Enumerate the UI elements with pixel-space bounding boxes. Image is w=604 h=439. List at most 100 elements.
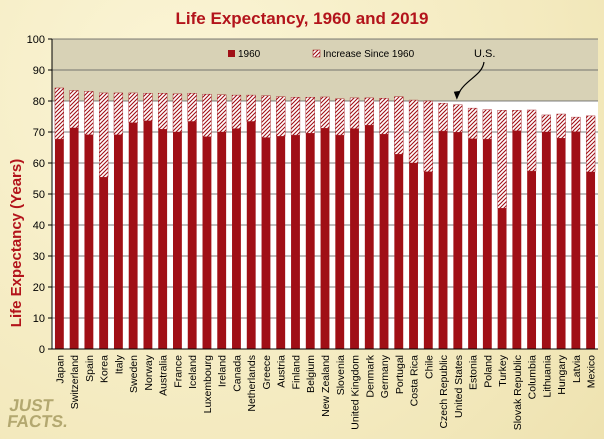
x-tick-label-iceland: Iceland — [187, 355, 199, 389]
x-tick-label-germany: Germany — [379, 354, 391, 398]
bar-increase-iceland — [187, 93, 197, 122]
x-tick-label-slovenia: Slovenia — [335, 355, 347, 395]
bar-increase-japan — [54, 87, 65, 140]
y-tick-label-80: 80 — [33, 96, 45, 108]
bar-1960-czech-republic — [438, 131, 448, 349]
us-annotation: U.S. — [453, 48, 495, 100]
x-tick-label-czech-republic: Czech Republic — [438, 355, 450, 429]
x-tick-label-switzerland: Switzerland — [69, 355, 81, 409]
bar-increase-australia — [158, 93, 168, 130]
bar-increase-poland — [482, 109, 492, 140]
x-tick-label-netherlands: Netherlands — [246, 355, 258, 412]
bar-increase-france — [172, 93, 183, 133]
y-tick-label-90: 90 — [33, 65, 45, 77]
x-tick-label-australia: Australia — [158, 355, 170, 396]
bar-1960-costa-rica — [409, 163, 418, 349]
bar-1960-new-zealand — [320, 128, 330, 349]
bar-increase-finland — [290, 97, 301, 136]
x-tick-label-spain: Spain — [84, 355, 96, 382]
bar-1960-united-kingdom — [350, 128, 359, 349]
x-tick-label-chile: Chile — [423, 355, 435, 379]
legend-swatch-1960 — [228, 50, 235, 57]
bar-1960-iceland — [187, 121, 197, 350]
bar-1960-slovenia — [335, 135, 345, 349]
y-tick-label-50: 50 — [33, 189, 45, 201]
legend-label-increase: Increase Since 1960 — [323, 49, 415, 60]
bar-1960-latvia — [571, 131, 581, 349]
x-tick-label-mexico: Mexico — [586, 355, 598, 388]
bar-increase-austria — [276, 96, 286, 137]
bar-1960-sweden — [128, 122, 138, 349]
x-tick-label-columbia: Columbia — [527, 355, 539, 400]
x-tick-label-costa-rica: Costa Rica — [409, 355, 421, 407]
x-tick-label-slovak-republic: Slovak Republic — [512, 355, 524, 430]
bar-increase-switzerland — [69, 90, 79, 129]
bar-increase-lithuania — [541, 114, 551, 133]
bar-increase-united-states — [453, 104, 463, 133]
bar-1960-hungary — [556, 138, 566, 349]
y-tick-label-0: 0 — [39, 344, 45, 356]
bar-1960-korea — [99, 177, 109, 349]
legend-swatch-increase — [312, 49, 321, 58]
bar-increase-denmark — [364, 97, 374, 126]
bar-1960-switzerland — [69, 127, 79, 349]
x-tick-label-belgium: Belgium — [305, 355, 317, 393]
bar-1960-portugal — [394, 154, 404, 349]
bar-increase-slovak-republic — [512, 110, 522, 131]
bar-1960-lithuania — [541, 132, 551, 349]
x-axis-labels: Japan Switzerland Spain Korea Italy Sweden Nor… — [54, 354, 597, 430]
x-tick-label-korea: Korea — [99, 355, 111, 383]
x-tick-label-portugal: Portugal — [394, 355, 406, 394]
x-tick-label-france: France — [172, 355, 184, 388]
chart-title: Life Expectancy, 1960 and 2019 — [176, 9, 429, 28]
annotation-text: U.S. — [474, 48, 495, 60]
bar-1960-norway — [143, 120, 153, 349]
y-tick-label-20: 20 — [33, 282, 45, 294]
bar-1960-belgium — [305, 133, 315, 349]
bar-increase-belgium — [305, 97, 315, 134]
bar-1960-poland — [482, 139, 492, 349]
bar-increase-italy — [113, 92, 124, 135]
legend: 1960 Increase Since 1960 — [228, 49, 415, 60]
x-tick-label-canada: Canada — [231, 355, 243, 392]
bar-1960-slovak-republic — [512, 130, 522, 349]
bar-1960-austria — [276, 136, 286, 349]
x-tick-label-sweden: Sweden — [128, 355, 140, 393]
bar-increase-mexico — [585, 115, 596, 173]
bar-1960-luxembourg — [202, 136, 212, 349]
x-tick-label-united-kingdom: United Kingdom — [350, 355, 362, 430]
x-tick-label-denmark: Denmark — [364, 354, 376, 397]
bar-1960-australia — [158, 129, 168, 349]
y-axis-ticks: 0 10 20 30 40 50 60 70 80 90 100 — [27, 34, 52, 356]
bar-increase-netherlands — [246, 94, 256, 122]
x-tick-label-norway: Norway — [143, 354, 155, 390]
bar-1960-united-states — [453, 132, 463, 349]
x-tick-label-new-zealand: New Zealand — [320, 355, 332, 417]
bar-1960-germany — [379, 134, 389, 349]
y-axis-label: Life Expectancy (Years) — [8, 159, 25, 327]
bar-increase-canada — [231, 94, 242, 129]
legend-label-1960: 1960 — [238, 49, 261, 60]
bar-increase-germany — [379, 98, 389, 135]
bar-1960-mexico — [586, 171, 596, 349]
bar-increase-norway — [143, 93, 153, 122]
x-tick-label-poland: Poland — [482, 355, 494, 388]
bar-increase-korea — [99, 92, 109, 178]
x-tick-label-estonia: Estonia — [468, 355, 480, 390]
bar-increase-new-zealand — [320, 96, 330, 129]
annotation-arrowhead — [453, 90, 461, 100]
x-tick-label-hungary: Hungary — [556, 354, 568, 394]
bar-increase-latvia — [571, 116, 581, 132]
x-tick-label-turkey: Turkey — [497, 354, 509, 386]
bar-1960-japan — [54, 139, 64, 349]
bar-1960-estonia — [468, 138, 477, 349]
bar-1960-chile — [423, 171, 433, 349]
bar-increase-columbia — [526, 109, 537, 172]
bar-increase-chile — [423, 100, 433, 172]
bar-1960-netherlands — [246, 121, 256, 350]
bar-increase-estonia — [467, 107, 478, 140]
y-tick-label-100: 100 — [27, 34, 45, 46]
bar-increase-slovenia — [335, 98, 345, 136]
x-tick-label-greece: Greece — [261, 355, 273, 390]
